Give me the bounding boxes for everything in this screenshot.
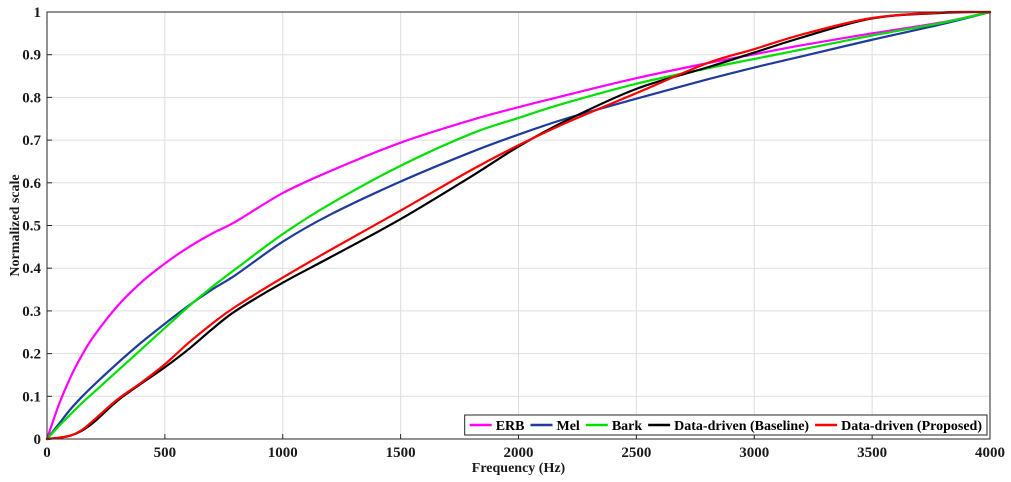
legend: ERB Mel Bark Data-driven (Baseline) Data-dri… — [464, 414, 988, 436]
legend-label: ERB — [496, 419, 525, 434]
legend-box — [464, 414, 988, 436]
x-tick-label: 4000 — [975, 445, 1005, 461]
x-tick-label: 2500 — [621, 445, 651, 461]
series-line-bark — [45, 10, 992, 441]
series-line-mel — [45, 10, 992, 441]
series-line-data-driven-baseline — [45, 10, 992, 441]
y-tick-labels: 0 0.1 0.2 0.3 0.4 0.5 0.6 0.7 0.8 0.9 1 — [22, 5, 41, 448]
y-tick-label: 0 — [34, 432, 42, 448]
x-axis-label: Frequency (Hz) — [472, 461, 566, 476]
legend-item-data-driven-baseline: Data-driven (Baseline) — [648, 419, 809, 434]
grid — [46, 11, 991, 440]
x-tick-labels: 0 500 1000 1500 2000 2500 3000 3500 4000 — [43, 445, 1005, 461]
series-line-data-driven-proposed — [45, 10, 992, 441]
x-tick-label: 3000 — [739, 445, 769, 461]
x-tick-label: 1000 — [268, 445, 298, 461]
y-tick-label: 0.3 — [22, 304, 41, 320]
legend-item-mel: Mel — [530, 419, 580, 434]
x-tick-label: 1500 — [386, 445, 416, 461]
y-tick-label: 0.6 — [22, 176, 41, 192]
x-tick-label: 0 — [43, 445, 51, 461]
y-tick-label: 0.4 — [22, 261, 41, 277]
legend-item-bark: Bark — [585, 419, 643, 434]
legend-label: Data-driven (Proposed) — [841, 419, 982, 434]
y-tick-label: 0.5 — [22, 219, 41, 235]
y-tick-label: 1 — [34, 5, 42, 21]
x-tick-label: 3500 — [857, 445, 887, 461]
legend-label: Data-driven (Baseline) — [674, 419, 809, 434]
y-tick-label: 0.7 — [22, 133, 41, 149]
y-tick-label: 0.9 — [22, 48, 41, 64]
plot-area-border — [46, 11, 991, 440]
x-tick-label: 500 — [154, 445, 177, 461]
y-tick-label: 0.1 — [22, 389, 41, 405]
x-tick-label: 2000 — [504, 445, 534, 461]
series-line-erb — [45, 10, 992, 441]
y-axis-label: Normalized scale — [8, 174, 23, 276]
series-lines — [45, 10, 992, 441]
legend-label: Mel — [556, 419, 579, 434]
legend-item-erb: ERB — [469, 419, 525, 434]
y-tick-label: 0.8 — [22, 90, 41, 106]
legend-item-data-driven-proposed: Data-driven (Proposed) — [815, 419, 982, 434]
legend-label: Bark — [612, 419, 643, 434]
y-tick-label: 0.2 — [22, 347, 41, 363]
